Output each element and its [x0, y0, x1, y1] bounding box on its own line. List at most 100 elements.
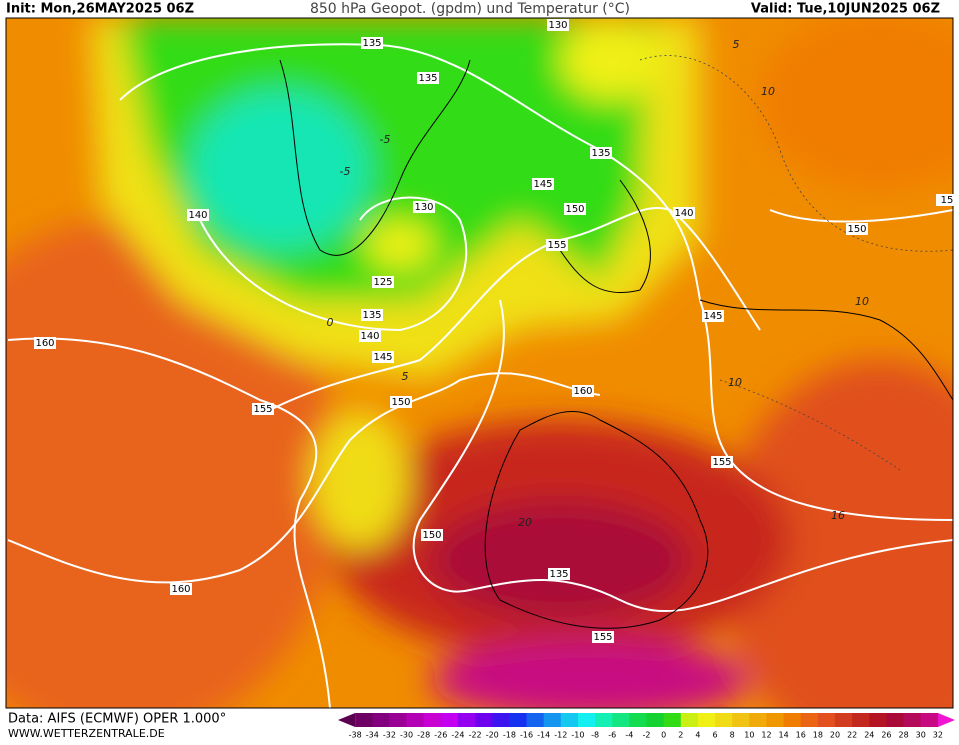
geopotential-label: 150 [847, 224, 866, 235]
colorbar-box [372, 713, 390, 727]
colorbar-tick-label: 16 [796, 731, 806, 740]
label-box [572, 385, 594, 397]
data-source: Data: AIFS (ECMWF) OPER 1.000° [8, 712, 226, 727]
label-box [421, 529, 443, 541]
label-box [547, 19, 569, 31]
temperature-label: 5 [402, 370, 409, 383]
colorbar-box [663, 713, 682, 727]
colorbar-tick-label: 28 [898, 731, 908, 740]
label-box [546, 239, 568, 251]
colorbar-box [389, 713, 408, 727]
label-box [592, 631, 614, 643]
colorbar-tick-label: -26 [434, 731, 447, 740]
colorbar-arrow [338, 713, 356, 727]
colorbar-tick-label: 18 [813, 731, 823, 740]
colorbar-tick-label: -38 [349, 731, 362, 740]
temperature-label: 20 [518, 516, 532, 529]
colorbar-box [783, 713, 802, 727]
colorbar-box [869, 713, 887, 727]
geopotential-label: 135 [549, 569, 568, 580]
colorbar-box [475, 713, 493, 727]
colorbar-box [423, 713, 442, 727]
colorbar-tick-label: -4 [625, 731, 633, 740]
colorbar-box [715, 713, 733, 727]
colorbar-tick-label: 22 [847, 731, 857, 740]
colorbar-box [903, 713, 922, 727]
geopotential-label: 130 [548, 20, 567, 31]
colorbar-box [577, 713, 596, 727]
label-box [532, 178, 554, 190]
colorbar-box [543, 713, 562, 727]
colorbar-tick-label: 30 [916, 731, 926, 740]
label-box [390, 396, 412, 408]
colorbar-box [355, 713, 373, 727]
colorbar-box [629, 713, 647, 727]
colorbar-tick-label: 4 [695, 731, 700, 740]
map-title: 850 hPa Geopot. (gpdm) und Temperatur (°… [310, 1, 630, 17]
geopotential-label: 160 [35, 338, 54, 349]
geopotential-label: 160 [171, 584, 190, 595]
colorbar-box [526, 713, 545, 727]
colorbar-box [612, 713, 630, 727]
geopotential-label: 150 [391, 397, 410, 408]
geopotential-label: 145 [533, 179, 552, 190]
colorbar-tick-label: 20 [830, 731, 840, 740]
geopotential-label: 135 [362, 310, 381, 321]
geopotential-label: 140 [360, 331, 379, 342]
colorbar-box [852, 713, 870, 727]
label-box [34, 337, 56, 349]
label-box [372, 276, 394, 288]
colorbar-arrow [937, 713, 955, 727]
contour-labels: 1351351301351451501551401301251351401451… [34, 19, 958, 643]
colorbar-box [766, 713, 785, 727]
colorbar-box [886, 713, 905, 727]
colorbar-tick-label: -28 [417, 731, 430, 740]
colorbar-tick-label: -8 [591, 731, 599, 740]
colorbar-tick-label: -18 [503, 731, 516, 740]
colorbar-box [920, 713, 939, 727]
geopotential-label: 155 [712, 457, 731, 468]
geopotential-label: 150 [565, 204, 584, 215]
temperature-label: 16 [831, 509, 845, 522]
geopotential-label: 160 [573, 386, 592, 397]
geopotential-label: 135 [591, 148, 610, 159]
colorbar-box [800, 713, 819, 727]
temperature-label: 10 [728, 376, 742, 389]
label-box [359, 330, 381, 342]
temperature-label: 10 [855, 295, 869, 308]
colorbar-tick-label: 6 [713, 731, 718, 740]
colorbar-tick-label: 26 [881, 731, 891, 740]
geopotential-label: 15 [941, 195, 954, 206]
geopotential-label: 155 [593, 632, 612, 643]
colorbar-box [440, 713, 459, 727]
colorbar-box [492, 713, 510, 727]
colorbar-tick-label: -34 [366, 731, 379, 740]
colorbar-tick-label: -10 [571, 731, 584, 740]
colorbar-box [457, 713, 476, 727]
geopotential-label: 135 [362, 38, 381, 49]
label-box [413, 201, 435, 213]
colorbar: -38 -34 -32 -30 -28 -26 -24 -22 -20 -18 -16 -14 -12-… [338, 713, 955, 740]
colorbar-box [646, 713, 665, 727]
temperature-label: -5 [340, 165, 351, 178]
init-time: Init: Mon,26MAY2025 06Z [6, 2, 194, 17]
temperature-label: 0 [327, 316, 334, 329]
label-box [711, 456, 733, 468]
website: WWW.WETTERZENTRALE.DE [8, 727, 165, 740]
label-box [372, 351, 394, 363]
map [6, 18, 953, 708]
geopotential-label: 155 [253, 404, 272, 415]
temperature-contours [639, 55, 953, 471]
geopotential-label: 135 [418, 73, 437, 84]
colorbar-box [595, 713, 613, 727]
colorbar-tick-label: -32 [383, 731, 396, 740]
geopotential-label: 145 [703, 311, 722, 322]
colorbar-box [697, 713, 716, 727]
label-box [673, 207, 695, 219]
geopotential-label: 130 [414, 202, 433, 213]
label-box [361, 309, 383, 321]
label-box [548, 568, 570, 580]
geopotential-label: 140 [188, 210, 207, 221]
colorbar-tick-label: -6 [608, 731, 616, 740]
